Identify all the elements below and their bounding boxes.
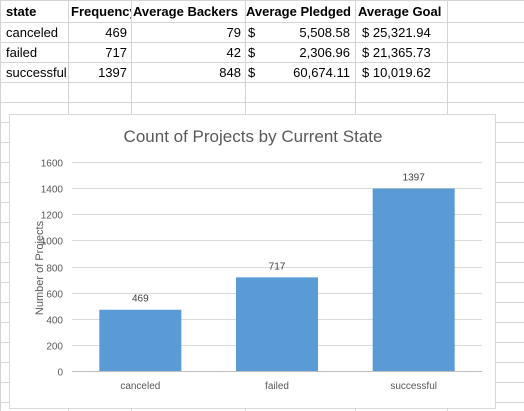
bar-canceled[interactable]: [99, 309, 182, 371]
cell-pledged-currency[interactable]: $: [248, 65, 256, 80]
chart-container[interactable]: Count of Projects by Current State Numbe…: [9, 114, 496, 409]
cell-pledged-currency[interactable]: $: [248, 25, 256, 40]
bar-series: 469 717 1397: [99, 173, 455, 371]
cell-pledged-currency[interactable]: $: [248, 45, 256, 60]
y-tick-label: 1600: [41, 159, 64, 170]
bar-failed[interactable]: [236, 277, 318, 371]
cell-state[interactable]: failed: [6, 45, 38, 60]
bar-chart: Count of Projects by Current State Numbe…: [34, 127, 482, 392]
chart-title: Count of Projects by Current State: [124, 127, 383, 146]
header-frequency: Frequency: [71, 4, 131, 19]
x-tick-label: canceled: [120, 381, 160, 392]
data-label: 469: [132, 294, 149, 305]
y-tick-label: 1000: [41, 237, 64, 248]
cell-backers[interactable]: 79: [226, 25, 241, 40]
cell-frequency[interactable]: 717: [105, 45, 127, 60]
cell-goal[interactable]: $ 10,019.62: [362, 65, 431, 80]
y-axis-label: Number of Projects: [34, 220, 46, 315]
data-label: 717: [269, 261, 286, 272]
header-average-pledged: Average Pledged: [246, 4, 352, 19]
cell-state[interactable]: successful: [6, 65, 67, 80]
header-average-backers: Average Backers: [133, 4, 239, 19]
y-tick-label: 400: [46, 316, 63, 327]
cell-pledged[interactable]: 5,508.58: [299, 25, 350, 40]
y-tick-label: 1200: [41, 211, 64, 222]
cell-frequency[interactable]: 1397: [98, 65, 127, 80]
x-axis-ticks: canceled failed successful: [120, 381, 437, 392]
cell-pledged[interactable]: 60,674.11: [293, 65, 350, 80]
header-average-goal: Average Goal: [358, 4, 442, 19]
x-tick-label: failed: [265, 381, 289, 392]
x-tick-label: successful: [390, 381, 437, 392]
y-tick-label: 200: [46, 342, 63, 353]
header-state: state: [6, 4, 37, 19]
cell-goal[interactable]: $ 25,321.94: [362, 25, 431, 40]
y-tick-label: 1400: [41, 185, 64, 196]
bar-successful[interactable]: [372, 188, 455, 371]
cell-goal[interactable]: $ 21,365.73: [362, 45, 431, 60]
y-tick-label: 800: [46, 264, 63, 275]
data-label: 1397: [403, 173, 426, 184]
cell-backers[interactable]: 42: [226, 45, 241, 60]
cell-state[interactable]: canceled: [6, 25, 59, 40]
y-axis-ticks: 0 200 400 600 800 1000 1200 1400 1600: [41, 159, 64, 379]
cell-backers[interactable]: 848: [219, 65, 241, 80]
y-tick-label: 0: [57, 368, 63, 379]
cell-pledged[interactable]: 2,306.96: [299, 45, 350, 60]
y-tick-label: 600: [46, 290, 63, 301]
cell-frequency[interactable]: 469: [105, 25, 127, 40]
